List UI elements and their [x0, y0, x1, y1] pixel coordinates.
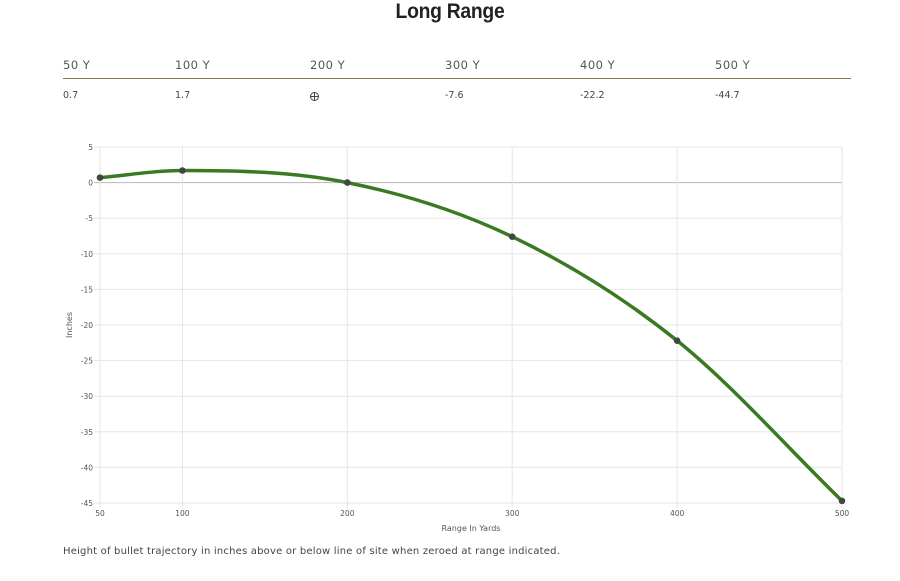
y-tick-label: -10 [81, 250, 93, 259]
chart-title: Long Range [395, 0, 505, 23]
x-tick-label: 500 [835, 509, 850, 518]
data-point [838, 497, 846, 505]
y-tick-label: -30 [81, 392, 93, 401]
header-300y: 300 Y [445, 58, 481, 72]
data-point [344, 179, 351, 186]
header-500y: 500 Y [715, 58, 751, 72]
y-tick-label: 0 [88, 179, 93, 188]
crosshair-icon [310, 92, 319, 101]
table-value-row: 0.7 1.7 -7.6 -22.2 -44.7 [63, 79, 851, 103]
table-header-row: 50 Y 100 Y 200 Y 300 Y 400 Y 500 Y [63, 56, 851, 79]
chart-caption: Height of bullet trajectory in inches ab… [63, 546, 561, 557]
data-point [96, 174, 104, 181]
value-200y [310, 90, 319, 102]
value-500y: -44.7 [715, 90, 740, 101]
y-tick-label: -40 [81, 463, 93, 472]
y-tick-label: -45 [81, 499, 93, 508]
y-tick-label: -20 [81, 321, 93, 330]
data-point [179, 167, 186, 174]
header-400y: 400 Y [580, 58, 616, 72]
value-300y: -7.6 [445, 90, 464, 101]
y-axis-label: Inches [65, 312, 74, 338]
header-50y: 50 Y [63, 58, 91, 72]
trajectory-table: 50 Y 100 Y 200 Y 300 Y 400 Y 500 Y 0.7 1… [63, 56, 851, 103]
y-tick-label: -25 [81, 357, 93, 366]
x-tick-label: 50 [95, 509, 105, 518]
x-tick-label: 200 [340, 509, 355, 518]
y-tick-label: -15 [81, 285, 93, 294]
trajectory-line [98, 168, 844, 503]
x-tick-label: 400 [670, 509, 685, 518]
header-100y: 100 Y [175, 58, 211, 72]
value-50y: 0.7 [63, 90, 79, 101]
x-tick-label: 300 [505, 509, 520, 518]
value-400y: -22.2 [580, 90, 605, 101]
y-tick-label: -5 [86, 214, 94, 223]
x-axis-label: Range In Yards [442, 524, 501, 533]
header-200y: 200 Y [310, 58, 346, 72]
y-tick-label: 5 [88, 143, 93, 152]
value-100y: 1.7 [175, 90, 191, 101]
y-tick-label: -35 [81, 428, 93, 437]
x-tick-label: 100 [175, 509, 190, 518]
data-point [673, 337, 681, 344]
data-point [508, 233, 516, 241]
